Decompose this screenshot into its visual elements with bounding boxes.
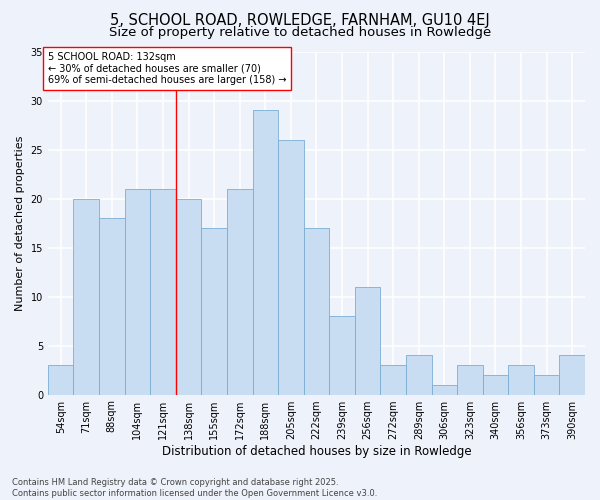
Bar xyxy=(457,365,482,394)
Bar xyxy=(176,198,202,394)
Bar xyxy=(278,140,304,394)
Bar xyxy=(73,198,99,394)
Bar xyxy=(406,356,431,395)
Bar xyxy=(534,375,559,394)
Bar xyxy=(508,365,534,394)
Bar xyxy=(150,188,176,394)
Bar xyxy=(227,188,253,394)
Text: Contains HM Land Registry data © Crown copyright and database right 2025.
Contai: Contains HM Land Registry data © Crown c… xyxy=(12,478,377,498)
Text: Size of property relative to detached houses in Rowledge: Size of property relative to detached ho… xyxy=(109,26,491,39)
Bar xyxy=(125,188,150,394)
Bar xyxy=(329,316,355,394)
Bar xyxy=(304,228,329,394)
Bar xyxy=(202,228,227,394)
Text: 5, SCHOOL ROAD, ROWLEDGE, FARNHAM, GU10 4EJ: 5, SCHOOL ROAD, ROWLEDGE, FARNHAM, GU10 … xyxy=(110,12,490,28)
Bar xyxy=(253,110,278,395)
Bar xyxy=(99,218,125,394)
Bar xyxy=(482,375,508,394)
X-axis label: Distribution of detached houses by size in Rowledge: Distribution of detached houses by size … xyxy=(161,444,471,458)
Text: 5 SCHOOL ROAD: 132sqm
← 30% of detached houses are smaller (70)
69% of semi-deta: 5 SCHOOL ROAD: 132sqm ← 30% of detached … xyxy=(48,52,286,84)
Bar xyxy=(559,356,585,395)
Bar xyxy=(48,365,73,394)
Bar xyxy=(431,385,457,394)
Bar xyxy=(355,287,380,395)
Y-axis label: Number of detached properties: Number of detached properties xyxy=(15,136,25,310)
Bar xyxy=(380,365,406,394)
